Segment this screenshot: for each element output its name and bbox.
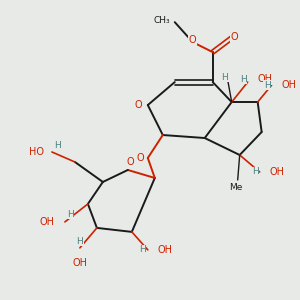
Text: O: O xyxy=(231,32,238,42)
Text: OH: OH xyxy=(72,258,87,268)
Text: CH₃: CH₃ xyxy=(153,16,170,25)
Text: OH: OH xyxy=(158,245,173,255)
Text: HO: HO xyxy=(29,147,44,157)
Text: O: O xyxy=(136,153,144,163)
Text: H: H xyxy=(139,245,146,254)
Text: H: H xyxy=(54,141,61,150)
Text: OH: OH xyxy=(282,80,297,90)
Text: H: H xyxy=(240,75,247,84)
Text: H: H xyxy=(67,210,74,219)
Text: OH: OH xyxy=(258,74,273,84)
Text: H: H xyxy=(221,73,228,82)
Text: OH: OH xyxy=(40,217,55,227)
Text: H: H xyxy=(252,167,259,176)
Text: H: H xyxy=(76,237,83,246)
Text: O: O xyxy=(134,100,142,110)
Text: H: H xyxy=(264,81,271,90)
Text: OH: OH xyxy=(270,167,285,177)
Text: Me: Me xyxy=(229,183,242,192)
Text: O: O xyxy=(126,157,134,167)
Text: O: O xyxy=(189,35,196,45)
